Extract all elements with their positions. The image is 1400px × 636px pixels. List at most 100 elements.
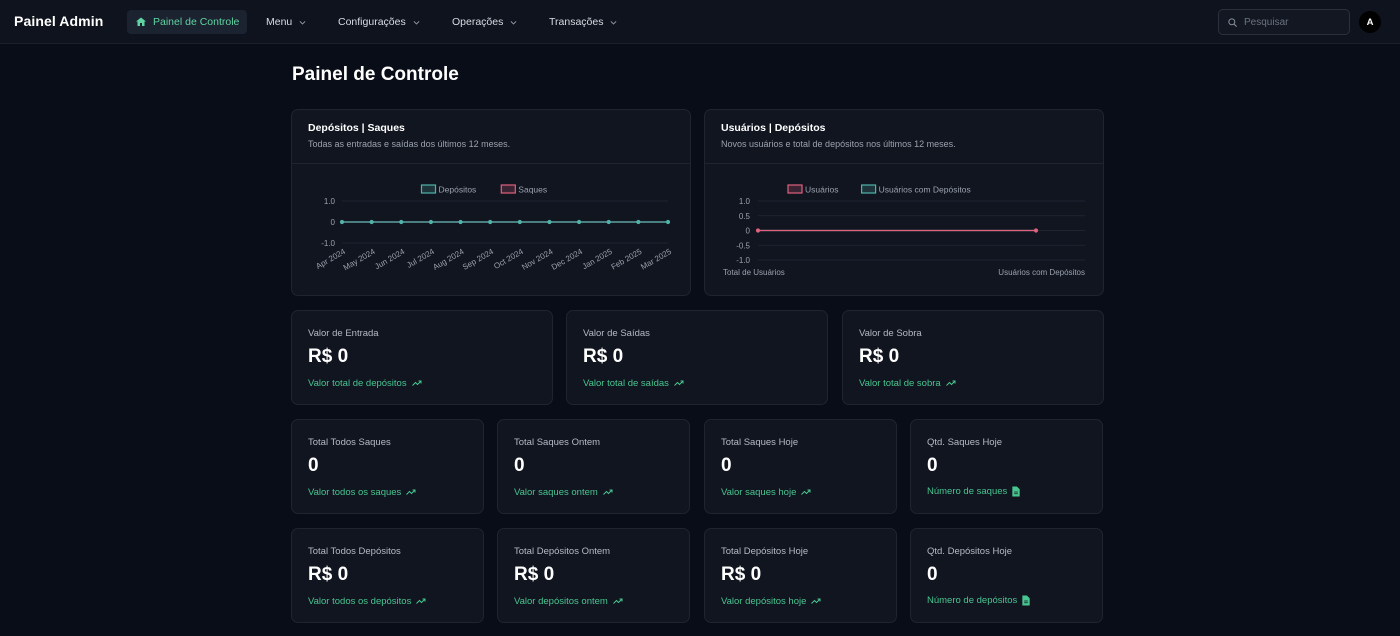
x-tick-label: Feb 2025: [610, 247, 644, 272]
data-point: [339, 219, 345, 225]
nav-item-label: Painel de Controle: [153, 16, 240, 28]
chart-card-depositos-saques: Depósitos | Saques Todas as entradas e s…: [291, 109, 691, 296]
stat-value: R$ 0: [308, 564, 349, 585]
chart-card-header: Usuários | Depósitos Novos usuários e to…: [705, 110, 1103, 164]
stat-card: Valor de Saídas R$ 0 Valor total de saídas: [566, 310, 828, 405]
stat-sub-label: Número de saques: [927, 486, 1008, 497]
data-point: [1033, 228, 1039, 233]
stat-sub-label: Valor todos os depósitos: [308, 595, 412, 607]
legend-swatch: [861, 184, 877, 194]
stat-card: Total Saques Ontem 0 Valor saques ontem: [497, 419, 690, 514]
stat-label: Total Saques Ontem: [514, 437, 601, 448]
stat-sub-link[interactable]: Valor total de sobra: [859, 377, 957, 389]
y-tick-label: 1.0: [739, 197, 751, 206]
top-navbar: Painel Admin Painel de Controle Menu Con…: [0, 0, 1400, 44]
trending-up-icon: [416, 598, 426, 604]
stat-value: R$ 0: [859, 346, 900, 367]
home-icon: [136, 17, 146, 26]
data-point: [755, 228, 761, 233]
stat-sub-link[interactable]: Número de depósitos: [927, 595, 1031, 606]
x-tick-label: Jun 2024: [373, 247, 406, 272]
stat-value: 0: [514, 455, 525, 476]
x-tick-label: Total de Usuários: [723, 268, 785, 277]
data-point: [665, 219, 671, 225]
trending-up-icon: [406, 489, 416, 495]
brand-logo[interactable]: Painel Admin: [14, 13, 104, 29]
legend-label: Depósitos: [439, 185, 477, 195]
nav-item-painel-de-controle[interactable]: Painel de Controle: [127, 10, 248, 34]
trending-up-icon: [945, 380, 956, 386]
chart-usuarios-depositos: Usuários Usuários com Depósitos 1.0 0.5 0 -0.…: [723, 184, 1085, 277]
stat-card: Qtd. Saques Hoje 0 Número de saques: [910, 419, 1103, 514]
stat-label: Valor de Entrada: [308, 328, 379, 339]
stat-card: Valor de Entrada R$ 0 Valor total de depós…: [291, 310, 553, 405]
stat-value: R$ 0: [721, 564, 762, 585]
y-tick-label: 1.0: [324, 197, 336, 206]
search-input[interactable]: [1244, 16, 1339, 28]
nav-item-transacoes[interactable]: Transações: [541, 10, 626, 34]
nav-item-label: Configurações: [338, 16, 406, 28]
nav-item-menu[interactable]: Menu: [258, 10, 315, 34]
data-point: [517, 219, 522, 225]
stat-sub-link[interactable]: Valor total de depósitos: [308, 377, 423, 389]
legend-swatch: [787, 184, 803, 194]
x-tick-label: Usuários com Depósitos: [998, 268, 1085, 277]
stat-card: Qtd. Depósitos Hoje 0 Número de depósitos: [910, 528, 1103, 623]
stat-sub-link[interactable]: Valor todos os depósitos: [308, 595, 427, 607]
stat-sub-link[interactable]: Valor saques ontem: [514, 486, 614, 498]
stat-value: R$ 0: [514, 564, 555, 585]
stat-label: Qtd. Saques Hoje: [927, 437, 1002, 448]
stat-sub-link[interactable]: Valor depósitos ontem: [514, 595, 624, 607]
nav-item-configuracoes[interactable]: Configurações: [330, 10, 429, 34]
stat-card: Total Depósitos Hoje R$ 0 Valor depósitos …: [704, 528, 897, 623]
stat-sub-link[interactable]: Número de saques: [927, 486, 1021, 497]
y-tick-label: -0.5: [736, 241, 750, 250]
stat-card: Total Saques Hoje 0 Valor saques hoje: [704, 419, 897, 514]
data-point: [428, 219, 434, 225]
data-point: [399, 219, 404, 225]
stat-value: 0: [927, 564, 938, 585]
stat-label: Total Saques Hoje: [721, 437, 799, 448]
stat-value: R$ 0: [583, 346, 624, 367]
chart-subtitle: Todas as entradas e saídas dos últimos 1…: [308, 139, 511, 149]
nav-item-label: Operações: [452, 16, 504, 28]
x-tick-label: Oct 2024: [492, 247, 525, 271]
stat-sub-label: Valor total de depósitos: [308, 377, 407, 389]
chevron-down-icon: [413, 20, 420, 25]
avatar[interactable]: A: [1359, 11, 1381, 33]
stat-label: Total Depósitos Hoje: [721, 546, 809, 557]
search-box: [1218, 9, 1350, 35]
stat-value: R$ 0: [308, 346, 349, 367]
x-tick-label: Dec 2024: [550, 247, 585, 272]
chart-subtitle: Novos usuários e total de depósitos nos …: [721, 139, 956, 149]
legend-label: Usuários: [805, 185, 839, 195]
stat-label: Total Todos Depósitos: [308, 546, 401, 557]
legend-swatch: [500, 184, 516, 194]
trending-up-icon: [674, 380, 684, 386]
trending-up-icon: [602, 489, 613, 495]
data-point: [606, 219, 611, 225]
legend-label: Saques: [518, 185, 547, 195]
nav-item-operacoes[interactable]: Operações: [444, 10, 526, 34]
stat-sub-label: Valor depósitos ontem: [514, 595, 608, 607]
stat-sub-link[interactable]: Valor total de saídas: [583, 377, 685, 389]
stat-card: Total Depósitos Ontem R$ 0 Valor depósitos…: [497, 528, 690, 623]
stat-sub-label: Valor saques hoje: [721, 486, 797, 498]
nav-item-label: Transações: [549, 16, 604, 28]
stat-card: Total Todos Saques 0 Valor todos os saques: [291, 419, 484, 514]
y-tick-label: 0: [331, 218, 336, 227]
trending-up-icon: [612, 598, 623, 604]
stat-sub-link[interactable]: Valor saques hoje: [721, 486, 812, 498]
data-point: [369, 219, 374, 225]
stat-sub-label: Valor todos os saques: [308, 486, 402, 498]
stat-card: Valor de Sobra R$ 0 Valor total de sobra: [842, 310, 1104, 405]
x-tick-label: Aug 2024: [431, 247, 466, 272]
stat-sub-label: Número de depósitos: [927, 595, 1018, 606]
stat-sub-link[interactable]: Valor todos os saques: [308, 486, 417, 498]
stat-sub-label: Valor total de sobra: [859, 377, 941, 389]
stat-label: Valor de Sobra: [859, 328, 922, 339]
x-tick-label: Mar 2025: [639, 247, 673, 272]
stat-sub-link[interactable]: Valor depósitos hoje: [721, 595, 822, 607]
stat-label: Total Todos Saques: [308, 437, 391, 448]
